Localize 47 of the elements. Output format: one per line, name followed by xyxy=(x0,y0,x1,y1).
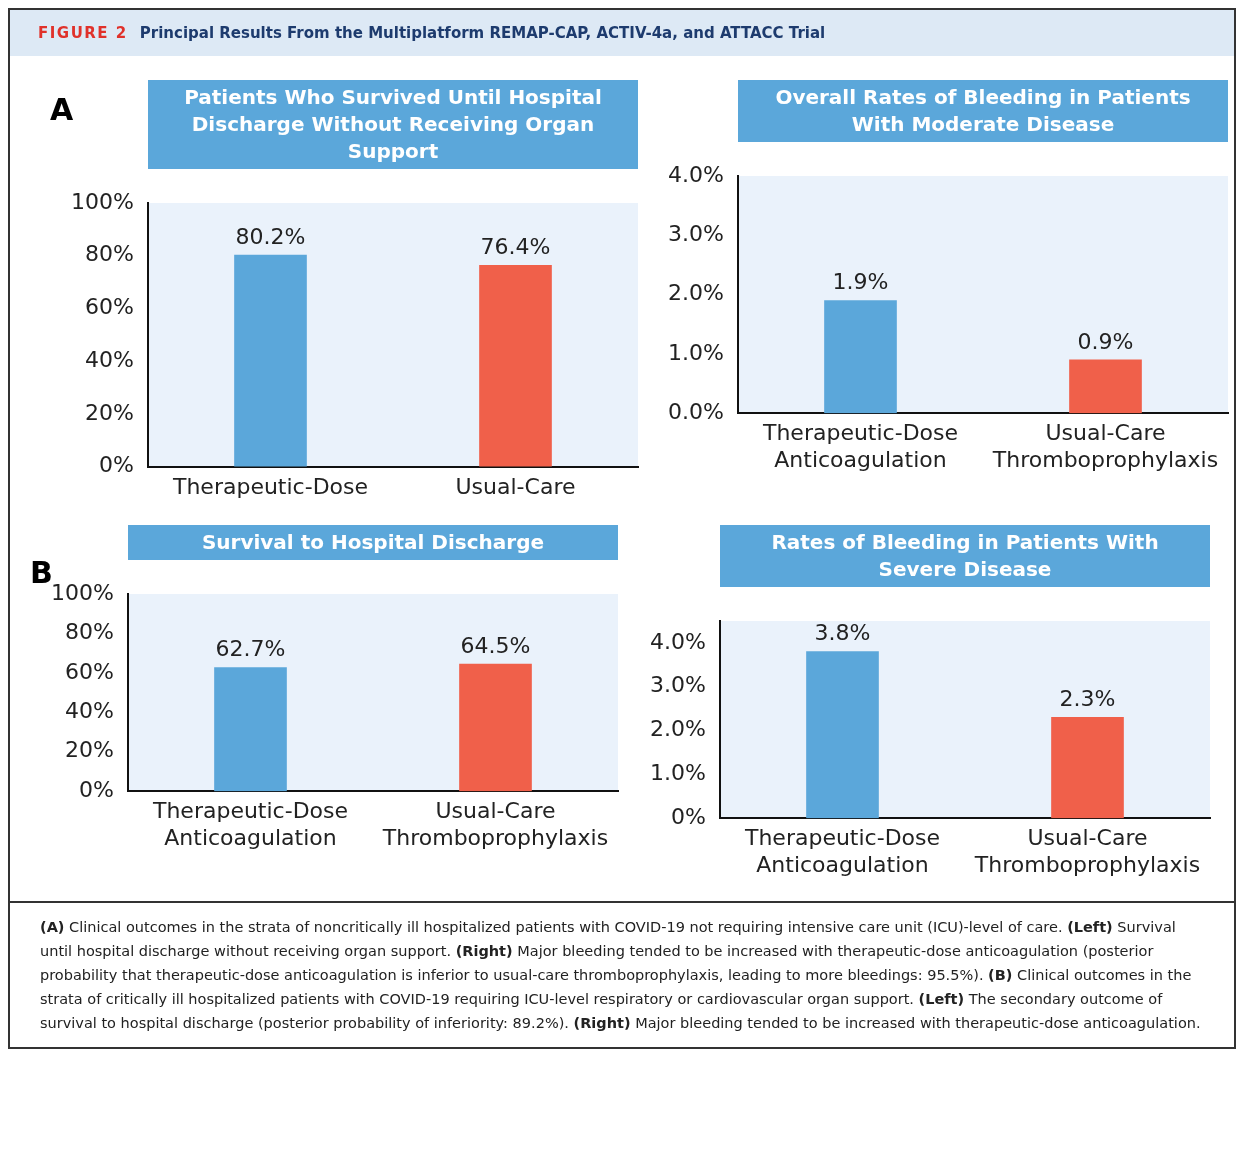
y-tick-label: 4.0% xyxy=(650,628,706,654)
y-tick-label: 3.0% xyxy=(668,221,724,247)
y-tick-label: 100% xyxy=(71,188,134,214)
data-label: 62.7% xyxy=(215,636,286,662)
text: Principal Results From the Multiplatform REMAP-CAP, ACTIV-4a, and ATTACC Trial xyxy=(139,24,826,42)
text: A xyxy=(50,92,74,127)
y-tick-label: 4.0% xyxy=(668,161,724,187)
caption: FIGURE 2 xyxy=(38,24,128,42)
x-tick-label: Usual-Care Thromboprophylaxis xyxy=(991,420,1219,472)
y-tick-label: 80% xyxy=(85,241,134,267)
y-tick-label: 0% xyxy=(79,776,114,802)
y-tick-label: 2.0% xyxy=(668,280,724,306)
y-tick-label: 0% xyxy=(671,803,706,829)
y-tick-label: 1.0% xyxy=(650,760,706,786)
x-tick-label: Therapeutic-Dose Anticoagulation xyxy=(761,420,959,472)
data-label: 76.4% xyxy=(480,233,551,259)
text: (A) Clinical outcomes in the strata of noncritically ill hospitalized patients with COVID-19 not requiring intensive care unit (ICU)-level of care. (Left) Survival until hospital discharge without receiving organ support. (Right) Major bleeding tended to be increased with therapeutic-dose anticoagulation (posterior probability that therapeutic-dose anticoagulation is inferior to usual-care thromboprophylaxis, leading to more bleedings: 95.5%). (B) Clinical outcomes in the strata of critically ill hospitalized patients with COVID-19 requiring ICU-level respiratory or cardiovascular organ support. (Left) The secondary outcome of survival to hospital discharge (posterior probability of inferiority: 89.2%). (Right) Major bleeding tended to be increased with therapeutic-dose anticoagulation. xyxy=(40,919,1201,1031)
data-label: 80.2% xyxy=(235,223,306,249)
y-tick-label: 40% xyxy=(65,698,114,724)
y-tick-label: 3.0% xyxy=(650,672,706,698)
data-label: 2.3% xyxy=(1059,686,1116,712)
data-label: 1.9% xyxy=(832,269,889,295)
y-tick-label: 0.0% xyxy=(668,398,724,424)
y-tick-label: 80% xyxy=(65,619,114,645)
chart-title: Survival to Hospital Discharge xyxy=(128,525,618,560)
y-tick-label: 40% xyxy=(85,346,134,372)
y-tick-label: 0% xyxy=(99,452,134,478)
x-tick-label: Therapeutic-Dose Anticoagulation xyxy=(151,798,349,850)
x-tick-label: Usual-Care Thromboprophylaxis xyxy=(381,798,609,850)
chart-title: Rates of Bleeding in Patients With Severe Disease xyxy=(720,525,1210,587)
x-tick-label: Usual-Care Thromboprophylaxis xyxy=(973,825,1201,877)
chart-title: Patients Who Survived Until Hospital Discharge Without Receiving Organ Support xyxy=(148,80,638,169)
y-tick-label: 2.0% xyxy=(650,716,706,742)
x-tick-label: Therapeutic-Dose Anticoagulation xyxy=(743,825,941,877)
data-label: 64.5% xyxy=(460,632,531,658)
x-tick-label: Usual-Care xyxy=(455,473,576,499)
y-tick-label: 20% xyxy=(65,737,114,763)
y-tick-label: 60% xyxy=(85,294,134,320)
data-label: 0.9% xyxy=(1077,328,1134,354)
text: B xyxy=(30,555,53,590)
data-label: 3.8% xyxy=(814,620,871,646)
chart-title: Overall Rates of Bleeding in Patients With Moderate Disease xyxy=(738,80,1228,142)
y-tick-label: 20% xyxy=(85,399,134,425)
x-tick-label: Therapeutic-Dose xyxy=(171,473,369,499)
y-tick-label: 100% xyxy=(51,579,114,605)
y-tick-label: 1.0% xyxy=(668,339,724,365)
y-tick-label: 60% xyxy=(65,658,114,684)
